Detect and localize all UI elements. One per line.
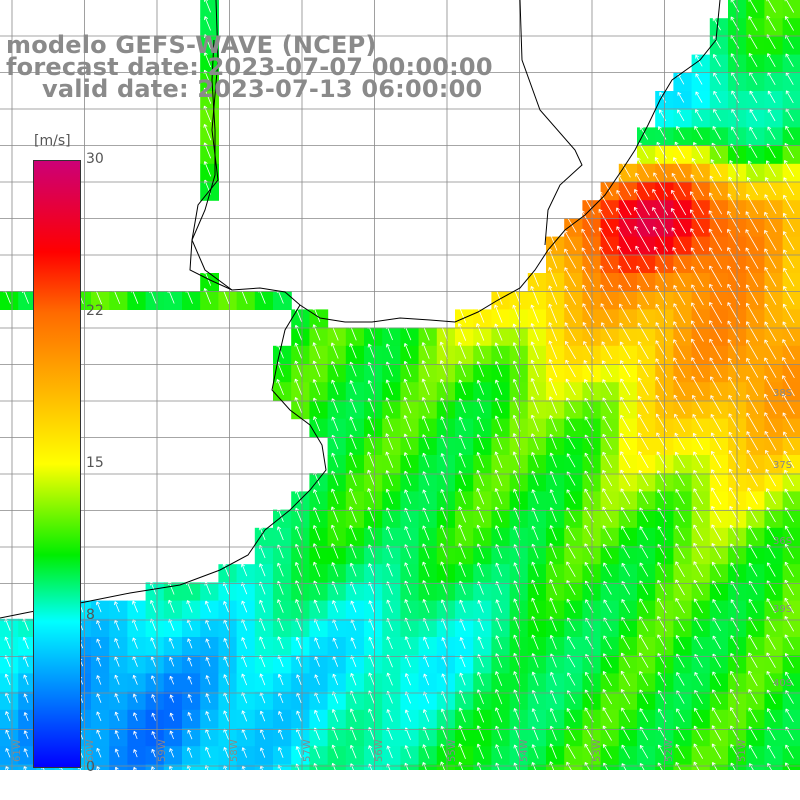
lon-label-61w: 61W xyxy=(12,739,23,762)
lon-label-59w: 59W xyxy=(157,739,168,762)
lon-label-58w: 58W xyxy=(229,739,240,762)
lon-label-52w: 52W xyxy=(664,739,675,762)
wind-map xyxy=(0,0,800,770)
coastline-north xyxy=(189,0,721,323)
colorbar-tick-0: 0 xyxy=(86,759,95,775)
lat-label-40s: 40S xyxy=(773,678,793,689)
lon-label-54w: 54W xyxy=(519,739,530,762)
colorbar-tick-30: 30 xyxy=(86,151,104,167)
wind-field-svg xyxy=(0,0,800,770)
valid-date: valid date: 2023-07-13 06:00:00 xyxy=(42,75,483,103)
lon-label-57w: 57W xyxy=(302,739,313,762)
lon-label-55w: 55W xyxy=(447,739,458,762)
lon-label-51w: 51W xyxy=(737,739,748,762)
forecast-date: forecast date: 2023-07-07 00:00:00 xyxy=(6,53,493,81)
coastline-south xyxy=(0,304,327,619)
colorbar-tick-15: 15 xyxy=(86,455,104,471)
lon-label-53w: 53W xyxy=(592,739,603,762)
lon-label-56w: 56W xyxy=(374,739,385,762)
border-line-east xyxy=(519,0,583,246)
wind-speed-cells xyxy=(0,0,800,770)
lat-label-38s: 38S xyxy=(773,388,793,399)
lat-label-36s: 36S xyxy=(773,536,793,547)
colorbar-tick-22: 22 xyxy=(86,303,104,319)
colorbar xyxy=(33,160,81,768)
colorbar-tick-8: 8 xyxy=(86,607,95,623)
colorbar-unit: [m/s] xyxy=(34,133,71,149)
model-title: modelo GEFS-WAVE (NCEP) xyxy=(6,31,377,59)
border-line xyxy=(191,0,233,291)
lat-label-39s: 39S xyxy=(773,604,793,615)
lon-label-60w: 60W xyxy=(85,739,96,762)
lat-lon-grid xyxy=(0,0,800,770)
lat-label-37s: 37S xyxy=(773,460,793,471)
